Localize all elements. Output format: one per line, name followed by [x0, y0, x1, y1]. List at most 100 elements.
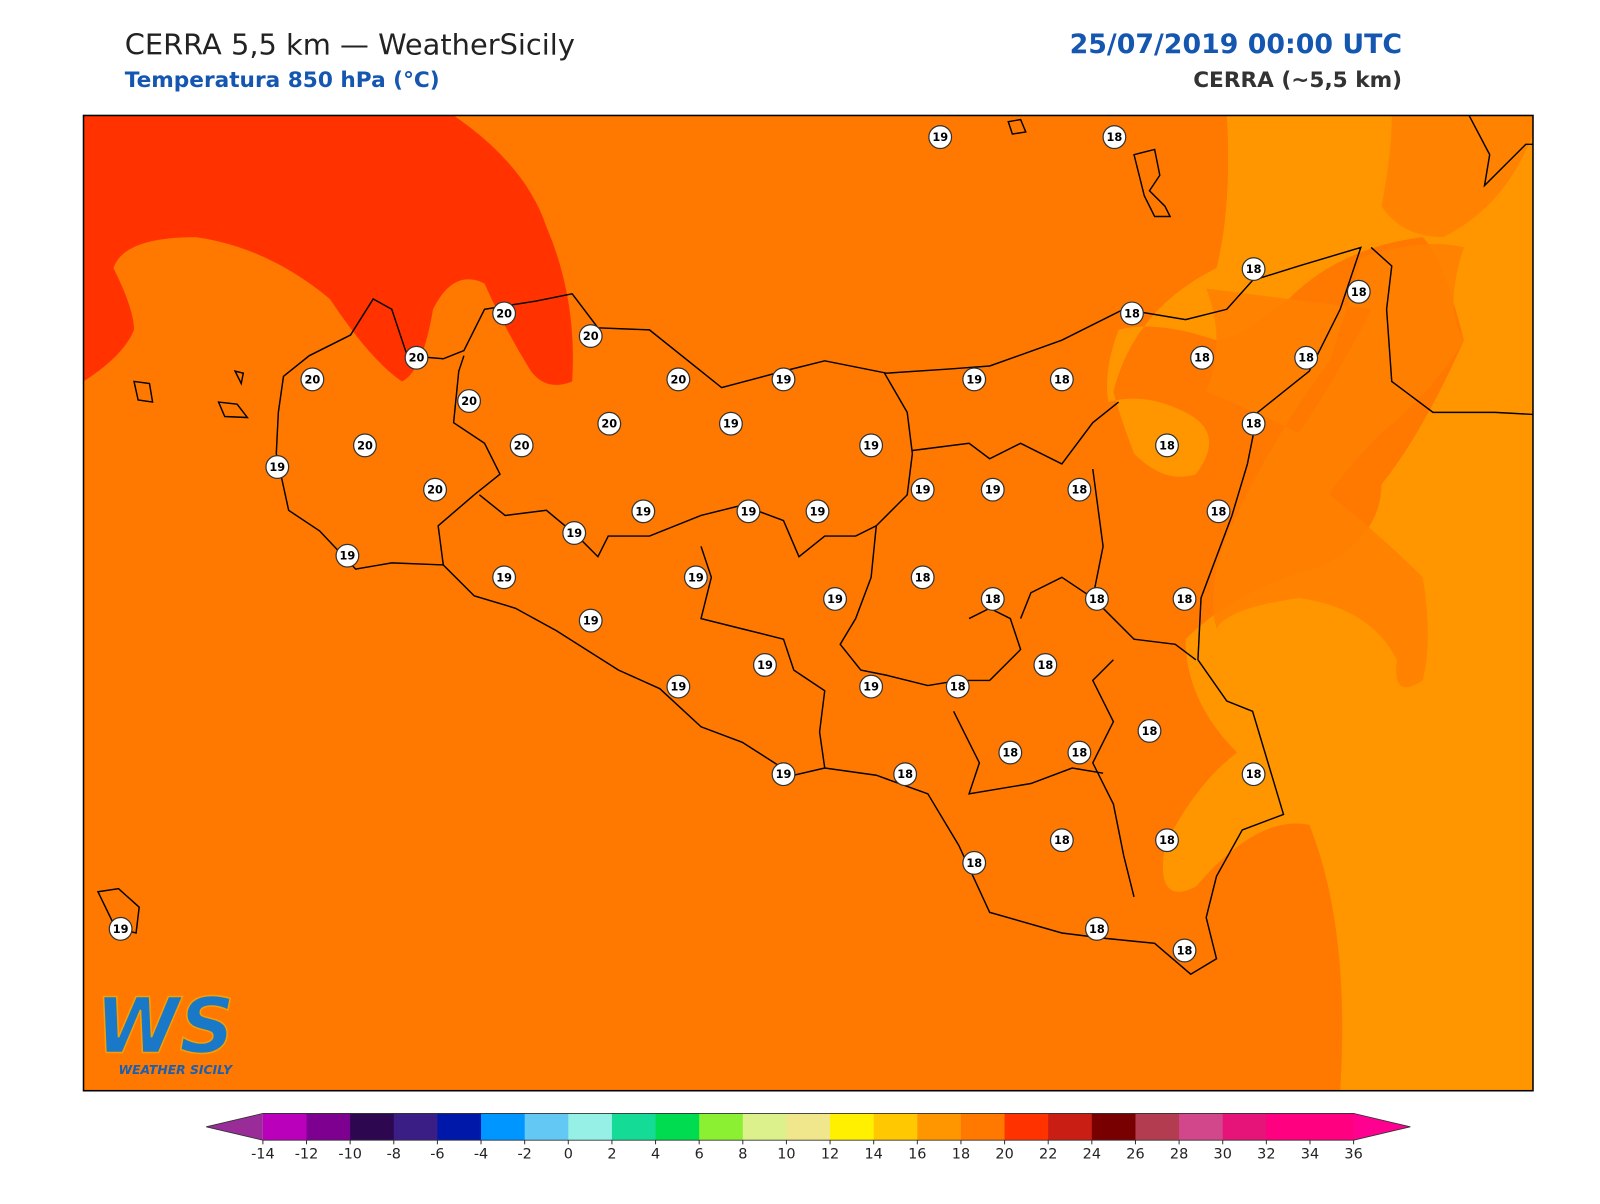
field-mid — [1206, 115, 1533, 688]
station-marker — [945, 674, 970, 699]
station-marker — [910, 565, 935, 590]
station-value: 18 — [915, 570, 931, 584]
station-marker — [1120, 301, 1144, 326]
station-marker — [823, 587, 848, 611]
colorbar-tick-label: 6 — [695, 1147, 704, 1163]
colorbar-swatch — [481, 1113, 526, 1141]
colorbar-swatch — [960, 1113, 1006, 1141]
colorbar-tick-label: 26 — [1126, 1147, 1144, 1163]
colorbar-swatch — [437, 1113, 482, 1141]
colorbar-swatch — [655, 1113, 700, 1141]
map: 19 18 18 18 20 20 18 20 20 20 19 19 18 18 18 20 20 19 18 20… — [83, 115, 1533, 1091]
colorbar-tick-label: 0 — [564, 1147, 573, 1163]
colorbar-swatch — [306, 1113, 351, 1141]
station-value: 18 — [1089, 592, 1105, 606]
station-marker — [578, 608, 603, 633]
station-value: 18 — [1351, 285, 1367, 299]
calabria-coast — [1370, 246, 1533, 416]
map-frame — [82, 114, 1534, 1092]
colorbar-tick-label: 14 — [865, 1147, 883, 1163]
station-value: 19 — [723, 417, 739, 431]
logo-mark: WS — [95, 981, 234, 1070]
station-marker — [1190, 345, 1215, 370]
colorbar-swatch — [742, 1113, 787, 1141]
station-marker — [1067, 477, 1092, 502]
station-value: 18 — [1054, 833, 1070, 847]
field-cool — [1106, 115, 1533, 1091]
islands — [96, 118, 1172, 934]
colorbar-swatch — [1179, 1113, 1224, 1141]
station-value: 18 — [966, 856, 982, 870]
station-value: 20 — [496, 306, 512, 320]
colorbar-swatch — [1309, 1113, 1355, 1141]
station-value: 19 — [113, 922, 129, 936]
station-marker — [562, 521, 587, 545]
logo: WS WEATHER SICILY — [95, 980, 236, 1077]
colorbar-tick-label: -12 — [295, 1147, 319, 1163]
station-value: 19 — [985, 483, 1001, 497]
station-marker — [1241, 257, 1266, 282]
station-marker — [771, 367, 796, 392]
station-marker — [980, 587, 1005, 611]
station-value: 18 — [1194, 351, 1210, 365]
station-marker — [962, 367, 987, 392]
colorbar-swatch — [830, 1113, 875, 1141]
colorbar-swatch — [1004, 1113, 1049, 1141]
colorbar-tick-label: 32 — [1257, 1147, 1275, 1163]
colorbar-tick-label: -8 — [387, 1147, 401, 1163]
title: CERRA 5,5 km — WeatherSicily — [125, 27, 575, 61]
colorbar-swatch — [611, 1113, 657, 1141]
colorbar-tick-label: 16 — [908, 1147, 926, 1163]
subtitle: Temperatura 850 hPa (°C) — [125, 68, 440, 93]
station-value: 19 — [635, 504, 651, 518]
station-value: 18 — [897, 767, 913, 781]
station-value: 18 — [1124, 306, 1140, 320]
colorbar-swatch — [568, 1113, 613, 1141]
colorbar-tick-label: 18 — [952, 1147, 970, 1163]
station-value: 18 — [1246, 417, 1262, 431]
station-value: 19 — [932, 130, 948, 144]
station-marker — [335, 543, 360, 568]
sicily-coast — [275, 246, 1362, 976]
station-value: 19 — [915, 483, 931, 497]
station-marker — [108, 916, 133, 941]
station-marker — [404, 345, 429, 370]
colorbar-swatch — [1135, 1113, 1180, 1141]
station-value: 18 — [1246, 767, 1262, 781]
station-marker — [1084, 587, 1109, 611]
station-value: 20 — [670, 372, 686, 386]
station-marker — [805, 499, 830, 524]
colorbar-tick-label: -4 — [474, 1147, 488, 1163]
colorbar-swatch — [699, 1113, 744, 1141]
station-value: 20 — [304, 372, 320, 386]
province-borders — [437, 355, 1197, 898]
station-value: 19 — [670, 680, 686, 694]
station-marker — [492, 301, 517, 326]
station-marker — [1049, 367, 1074, 392]
station-value: 18 — [1071, 746, 1087, 760]
station-marker — [457, 389, 482, 413]
station-marker — [1294, 345, 1319, 370]
station-value: 18 — [950, 680, 966, 694]
colorbar-tick-label: 2 — [607, 1147, 616, 1163]
colorbar-swatch — [1091, 1113, 1136, 1141]
station-marker — [962, 850, 987, 875]
station-marker — [666, 674, 691, 699]
station-marker — [1172, 587, 1197, 611]
station-marker — [928, 125, 953, 150]
colorbar-tick-label: 36 — [1344, 1147, 1362, 1163]
colorbar-tick-label: -2 — [517, 1147, 531, 1163]
station-marker — [597, 411, 622, 436]
station-marker — [631, 499, 656, 524]
station-marker — [736, 499, 761, 524]
station-marker — [1137, 718, 1162, 743]
station-value: 18 — [1159, 438, 1175, 452]
station-marker — [492, 565, 517, 590]
station-marker — [1049, 828, 1074, 853]
station-marker — [998, 740, 1023, 765]
station-marker — [683, 565, 708, 590]
colorbar-swatch — [917, 1113, 962, 1141]
station-value: 18 — [1002, 746, 1018, 760]
colorbar-tick-label: 22 — [1039, 1147, 1057, 1163]
